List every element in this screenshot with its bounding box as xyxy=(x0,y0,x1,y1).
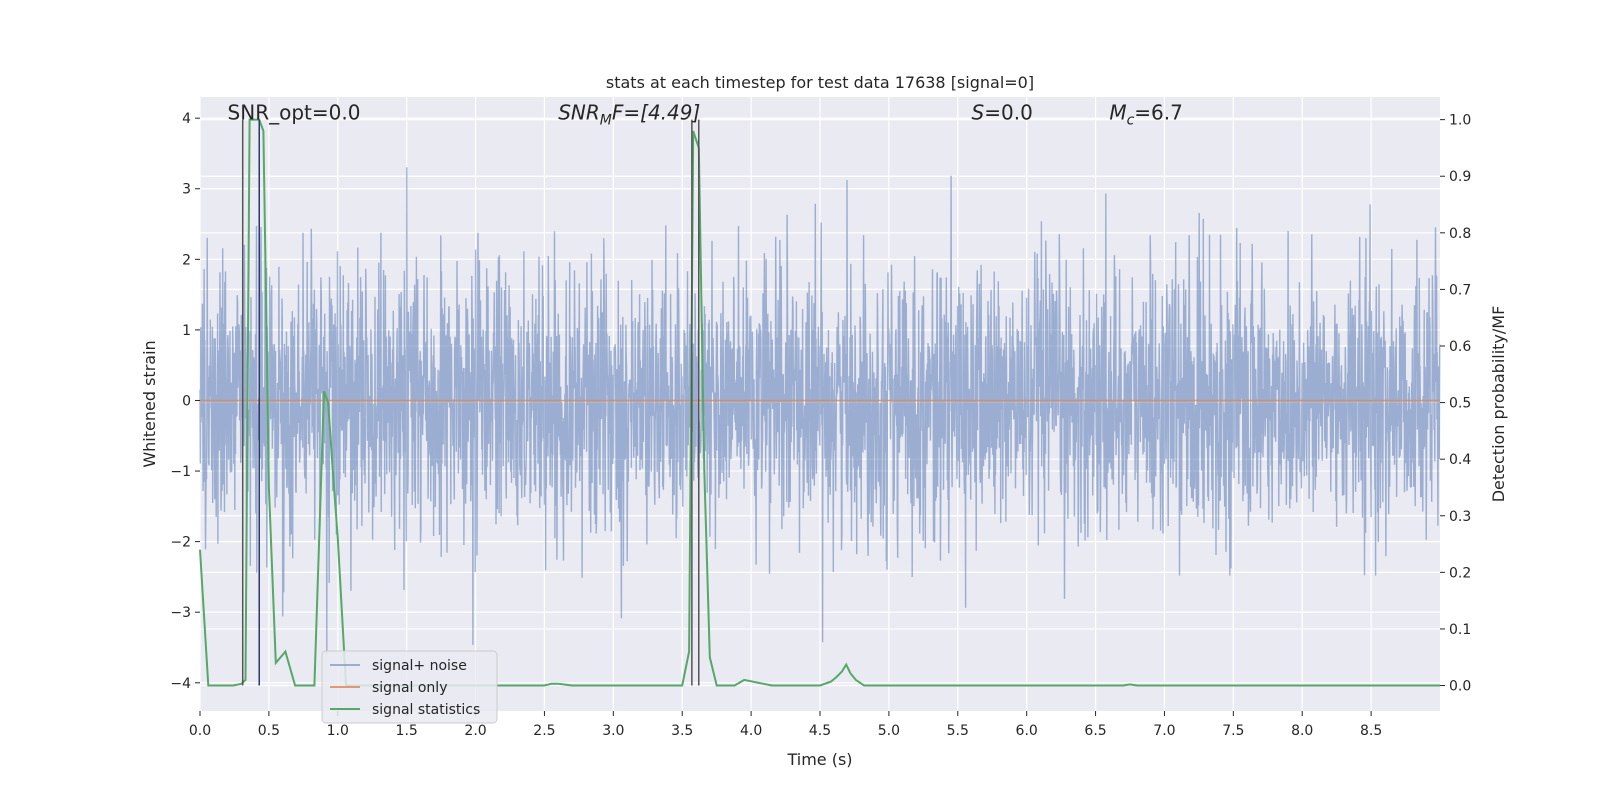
x-tick-label: 5.5 xyxy=(947,723,969,739)
annotation-snr-mf-sub: M xyxy=(600,113,612,129)
y-tick-label-right: 0.1 xyxy=(1449,622,1471,638)
annotation-mc-main: M xyxy=(1109,101,1126,125)
axes: 0.0 0.5 1.0 1.5 2.0 2.5 3.0 3.5 4.0 4.5 5.0 5.5 6.0 6… xyxy=(170,111,1471,739)
y-tick-label-right: 0.2 xyxy=(1449,565,1471,581)
x-tick-label: 8.5 xyxy=(1360,723,1382,739)
x-tick-label: 8.0 xyxy=(1291,723,1313,739)
x-tick-label: 0.5 xyxy=(258,723,280,739)
y-tick-label-right: 0.0 xyxy=(1449,679,1471,695)
legend-label: signal only xyxy=(372,680,447,696)
x-tick-label: 2.5 xyxy=(533,723,555,739)
annotation-snr-opt: SNR_opt=0.0 xyxy=(228,101,361,125)
annotation-s-value: =0.0 xyxy=(984,101,1033,125)
x-tick-label: 4.5 xyxy=(809,723,831,739)
legend-label: signal+ noise xyxy=(372,658,467,674)
annotation-s-label: S xyxy=(972,101,985,125)
vertical-lines xyxy=(241,119,700,686)
y-tick-label-right: 0.6 xyxy=(1449,339,1471,355)
annotation-mc-value: =6.7 xyxy=(1134,101,1183,125)
y-tick-label-right: 0.4 xyxy=(1449,452,1471,468)
y-tick-label-left: 4 xyxy=(182,111,191,127)
y-tick-label-right: 1.0 xyxy=(1449,113,1471,129)
x-tick-label: 7.5 xyxy=(1222,723,1244,739)
annotation-snr-mf-main: SNR xyxy=(558,101,600,125)
x-tick-label: 3.0 xyxy=(602,723,624,739)
annotation-snr-mf-rest: F=[4.49] xyxy=(612,101,700,125)
x-tick-label: 4.0 xyxy=(740,723,762,739)
y-tick-label-right: 0.5 xyxy=(1449,396,1471,412)
y-tick-label-left: 3 xyxy=(182,182,191,198)
x-tick-label: 7.0 xyxy=(1153,723,1175,739)
y-tick-label-left: −2 xyxy=(170,535,191,551)
legend-label: signal statistics xyxy=(372,702,480,718)
x-tick-label: 0.0 xyxy=(189,723,211,739)
y-tick-label-right: 0.3 xyxy=(1449,509,1471,525)
x-axis-label: Time (s) xyxy=(786,750,852,769)
x-tick-label: 3.5 xyxy=(671,723,693,739)
x-tick-label: 1.5 xyxy=(396,723,418,739)
x-tick-label: 6.0 xyxy=(1016,723,1038,739)
y-axis-label-right: Detection probability/MF xyxy=(1489,306,1508,503)
legend-box xyxy=(321,650,498,724)
y-tick-label-left: 2 xyxy=(182,252,191,268)
y-tick-label-left: −3 xyxy=(170,605,191,621)
y-axis-label-left: Whitened strain xyxy=(140,340,159,467)
annotation-mc: Mc=6.7 xyxy=(1109,101,1183,129)
annotation-mc-sub: c xyxy=(1127,113,1135,129)
x-tick-label: 5.0 xyxy=(878,723,900,739)
y-tick-label-right: 0.7 xyxy=(1449,282,1471,298)
y-tick-label-right: 0.8 xyxy=(1449,226,1471,242)
chart-title: stats at each timestep for test data 176… xyxy=(606,73,1034,92)
x-tick-label: 2.0 xyxy=(464,723,486,739)
y-tick-label-left: −4 xyxy=(170,676,191,692)
x-tick-label: 6.5 xyxy=(1084,723,1106,739)
annotation-s: S=0.0 xyxy=(972,101,1033,125)
y-tick-label-left: 1 xyxy=(182,323,191,339)
y-tick-label-left: 0 xyxy=(182,393,191,409)
series-signal-noise xyxy=(199,167,1441,655)
series-signal-statistics xyxy=(199,118,1440,687)
series-layer xyxy=(199,118,1441,687)
y-tick-label-left: −1 xyxy=(170,464,191,480)
x-tick-label: 1.0 xyxy=(327,723,349,739)
legend: signal+ noise signal only signal statistic… xyxy=(321,650,498,724)
y-tick-label-right: 0.9 xyxy=(1449,169,1471,185)
annotation-snr-mf: SNRMF=[4.49] xyxy=(558,101,700,129)
